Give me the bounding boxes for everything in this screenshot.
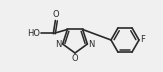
Text: HO: HO bbox=[27, 29, 40, 38]
Text: F: F bbox=[141, 35, 145, 44]
Text: O: O bbox=[72, 54, 78, 63]
Text: N: N bbox=[55, 40, 62, 49]
Text: O: O bbox=[52, 11, 59, 20]
Text: N: N bbox=[88, 40, 95, 49]
